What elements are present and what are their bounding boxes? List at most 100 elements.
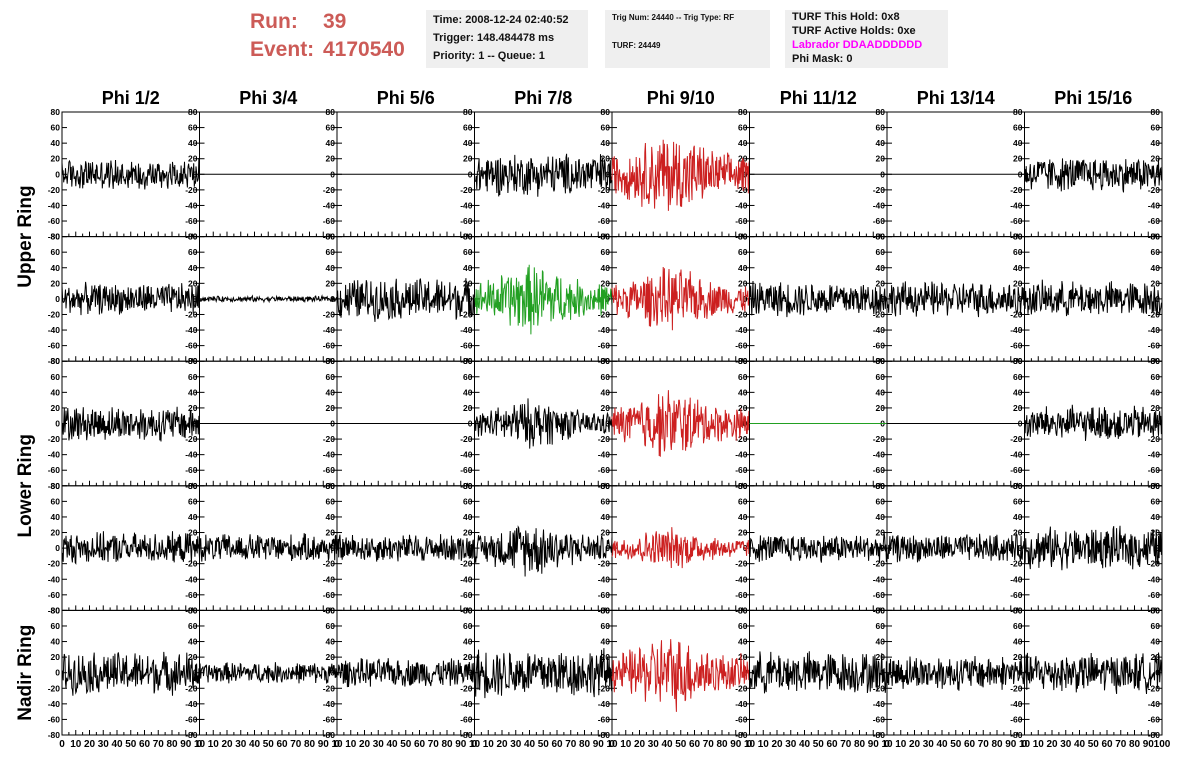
y-tick-label: -20 bbox=[48, 683, 61, 693]
waveform-trace bbox=[1024, 525, 1163, 571]
y-tick-label: -60 bbox=[48, 216, 61, 226]
y-tick-label: 60 bbox=[876, 372, 886, 382]
y-tick-label: -40 bbox=[460, 200, 473, 210]
y-tick-label: 80 bbox=[51, 481, 61, 491]
y-tick-label: 40 bbox=[463, 387, 473, 397]
y-tick-label: -20 bbox=[1010, 309, 1023, 319]
y-tick-label: -40 bbox=[1010, 699, 1023, 709]
y-tick-label: -20 bbox=[598, 559, 611, 569]
event-value: 4170540 bbox=[323, 38, 405, 61]
x-tick-label: 70 bbox=[565, 739, 577, 750]
turf-this-hold-text: TURF This Hold: 0x8 bbox=[792, 11, 900, 23]
waveform-trace bbox=[886, 281, 1025, 318]
y-tick-label: 80 bbox=[601, 356, 611, 366]
x-tick-label: 70 bbox=[428, 739, 440, 750]
y-tick-label: 40 bbox=[601, 512, 611, 522]
x-tick-label: 60 bbox=[1101, 739, 1113, 750]
y-tick-label: 80 bbox=[601, 107, 611, 117]
run-event-block: Run: 39 Event: 4170540 bbox=[250, 8, 420, 68]
y-tick-label: -40 bbox=[1148, 200, 1161, 210]
y-tick-label: 20 bbox=[51, 278, 61, 288]
trigger-text: Trigger: 148.484478 ms bbox=[433, 32, 555, 44]
column-title: Phi 7/8 bbox=[514, 88, 572, 108]
x-tick-label: 80 bbox=[166, 739, 178, 750]
y-tick-label: -20 bbox=[873, 559, 886, 569]
y-tick-label: 80 bbox=[876, 605, 886, 615]
y-tick-label: -60 bbox=[1148, 590, 1161, 600]
y-tick-label: -20 bbox=[735, 185, 748, 195]
y-tick-label: -40 bbox=[460, 450, 473, 460]
waveform-trace bbox=[749, 532, 888, 563]
y-tick-label: -80 bbox=[48, 481, 61, 491]
y-tick-label: 20 bbox=[326, 528, 336, 538]
x-tick-label: 40 bbox=[111, 739, 123, 750]
y-tick-label: -60 bbox=[735, 465, 748, 475]
y-tick-label: 60 bbox=[876, 123, 886, 133]
x-tick-label: 40 bbox=[249, 739, 261, 750]
x-tick-label: 80 bbox=[441, 739, 453, 750]
y-tick-label: 60 bbox=[326, 372, 336, 382]
y-tick-label: -20 bbox=[1010, 559, 1023, 569]
waveform-trace bbox=[199, 294, 338, 304]
y-tick-label: 20 bbox=[1013, 528, 1023, 538]
y-tick-label: 0 bbox=[55, 543, 60, 553]
x-tick-label: 0 bbox=[1022, 739, 1028, 750]
y-tick-label: -80 bbox=[735, 730, 748, 740]
y-tick-label: -20 bbox=[873, 434, 886, 444]
waveform-trace bbox=[749, 280, 888, 318]
y-tick-label: 60 bbox=[188, 372, 198, 382]
y-tick-label: 20 bbox=[876, 403, 886, 413]
y-tick-label: -80 bbox=[460, 730, 473, 740]
y-tick-label: -40 bbox=[735, 574, 748, 584]
y-tick-label: -60 bbox=[185, 590, 198, 600]
x-tick-label: 70 bbox=[153, 739, 165, 750]
x-tick-label: 20 bbox=[1046, 739, 1058, 750]
x-tick-label: 60 bbox=[414, 739, 426, 750]
y-tick-label: 40 bbox=[1151, 138, 1161, 148]
y-tick-label: -60 bbox=[323, 465, 336, 475]
y-tick-label: -40 bbox=[185, 200, 198, 210]
column-title: Phi 11/12 bbox=[780, 88, 857, 108]
y-tick-label: -40 bbox=[460, 325, 473, 335]
y-tick-label: 60 bbox=[738, 123, 748, 133]
y-tick-label: -80 bbox=[48, 356, 61, 366]
x-tick-label: 60 bbox=[964, 739, 976, 750]
y-tick-label: 20 bbox=[463, 154, 473, 164]
y-tick-label: 60 bbox=[51, 372, 61, 382]
waveform-trace bbox=[611, 266, 750, 331]
y-tick-label: 0 bbox=[1155, 543, 1160, 553]
x-tick-label: 30 bbox=[1060, 739, 1072, 750]
y-tick-label: -20 bbox=[735, 559, 748, 569]
y-tick-label: 20 bbox=[463, 403, 473, 413]
x-tick-label: 20 bbox=[909, 739, 921, 750]
y-tick-label: -60 bbox=[1148, 216, 1161, 226]
y-tick-label: -20 bbox=[598, 683, 611, 693]
x-tick-label: 20 bbox=[359, 739, 371, 750]
y-tick-label: 20 bbox=[51, 403, 61, 413]
x-tick-label: 90 bbox=[318, 739, 330, 750]
x-tick-label: 10 bbox=[1033, 739, 1045, 750]
y-tick-label: 80 bbox=[1013, 605, 1023, 615]
y-tick-label: -40 bbox=[323, 450, 336, 460]
ring-label: Nadir Ring bbox=[15, 625, 36, 721]
x-tick-label: 80 bbox=[1129, 739, 1141, 750]
x-tick-label: 50 bbox=[125, 739, 137, 750]
y-tick-label: 20 bbox=[463, 528, 473, 538]
y-tick-label: 20 bbox=[188, 528, 198, 538]
x-tick-label: 0 bbox=[334, 739, 340, 750]
run-label: Run: bbox=[250, 10, 298, 33]
y-tick-label: -60 bbox=[460, 590, 473, 600]
y-tick-label: 60 bbox=[463, 247, 473, 257]
y-tick-label: 40 bbox=[326, 512, 336, 522]
x-tick-label: 10 bbox=[744, 739, 756, 750]
labrador-text: Labrador DDAADDDDDD bbox=[792, 39, 923, 51]
y-tick-label: 80 bbox=[1013, 481, 1023, 491]
y-tick-label: -20 bbox=[185, 434, 198, 444]
y-tick-label: -20 bbox=[323, 185, 336, 195]
y-tick-label: 60 bbox=[1013, 372, 1023, 382]
x-tick-label: 80 bbox=[716, 739, 728, 750]
y-tick-label: 60 bbox=[876, 496, 886, 506]
y-tick-label: 20 bbox=[738, 403, 748, 413]
x-tick-label: 0 bbox=[747, 739, 753, 750]
